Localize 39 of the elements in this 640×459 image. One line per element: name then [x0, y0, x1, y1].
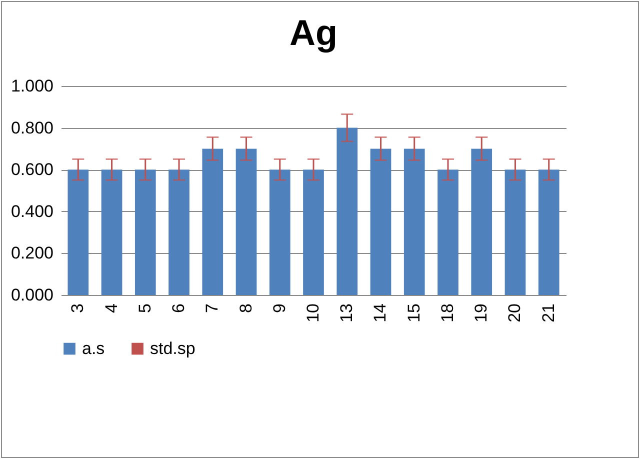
x-tick-label: 7 — [202, 304, 222, 313]
x-tick-label: 3 — [68, 304, 88, 313]
y-tick-label: 0.800 — [10, 118, 54, 138]
bar — [134, 170, 156, 295]
y-tick-label: 0.000 — [10, 286, 54, 304]
y-tick-label: 0.200 — [10, 244, 54, 263]
x-tick-label: 4 — [102, 304, 121, 313]
x-tick-label: 20 — [505, 304, 524, 322]
bar — [438, 170, 458, 295]
x-tick-label: 6 — [169, 304, 188, 313]
x-tick-label: 21 — [538, 304, 558, 322]
bar — [68, 170, 89, 295]
x-tick-label: 10 — [304, 304, 322, 322]
bar — [303, 170, 324, 295]
bar — [202, 148, 224, 295]
y-tick-label: 1.000 — [10, 76, 54, 96]
x-tick-label: 13 — [337, 304, 356, 322]
x-tick-label: 8 — [236, 304, 256, 313]
bar — [404, 148, 425, 295]
bar — [336, 128, 358, 295]
bar — [269, 170, 290, 295]
bar — [471, 148, 492, 295]
bar — [370, 148, 392, 295]
bar — [236, 148, 257, 295]
legend-label: a.s — [82, 338, 105, 358]
x-tick-label: 9 — [270, 304, 289, 313]
y-tick-label: 0.600 — [10, 160, 54, 180]
y-tick-label: 0.400 — [10, 202, 54, 221]
x-tick-label: 5 — [135, 304, 154, 313]
bar — [168, 170, 190, 295]
legend-label: std.sp — [150, 338, 196, 358]
x-tick-label: 18 — [438, 304, 457, 322]
x-tick-label: 14 — [370, 304, 390, 322]
x-tick-label: 19 — [472, 304, 491, 322]
chart-title: Ag — [290, 12, 338, 53]
bar — [101, 170, 122, 295]
bar — [538, 170, 560, 295]
x-tick-label: 15 — [404, 304, 424, 322]
bar — [504, 170, 526, 295]
